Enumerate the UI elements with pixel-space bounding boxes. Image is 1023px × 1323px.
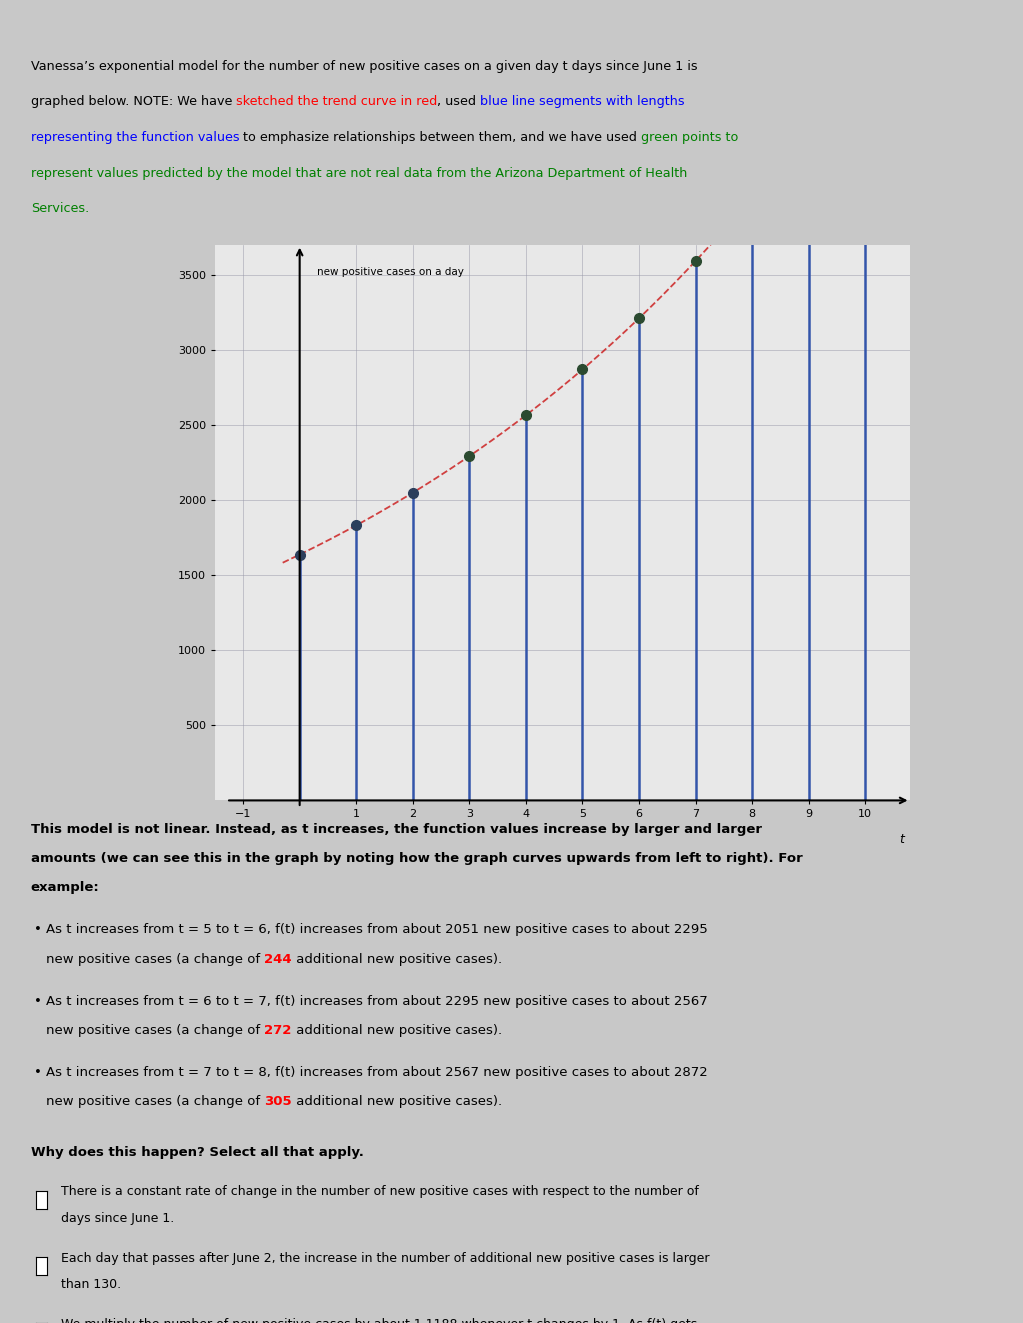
Text: •: • — [34, 1066, 42, 1080]
Text: Vanessa’s exponential model for the number of new positive cases on a given day : Vanessa’s exponential model for the numb… — [31, 60, 698, 73]
Text: days since June 1.: days since June 1. — [61, 1212, 175, 1225]
Text: As t increases from t = 7 to t = 8, f(t) increases from about 2567 new positive : As t increases from t = 7 to t = 8, f(t)… — [46, 1066, 708, 1080]
Text: new positive cases (a change of: new positive cases (a change of — [46, 1095, 264, 1109]
Text: new positive cases on a day: new positive cases on a day — [317, 267, 463, 278]
Text: , used: , used — [437, 95, 481, 108]
Text: Each day that passes after June 2, the increase in the number of additional new : Each day that passes after June 2, the i… — [61, 1252, 710, 1265]
Text: new positive cases (a change of: new positive cases (a change of — [46, 953, 264, 966]
Text: t: t — [899, 833, 904, 847]
Text: additional new positive cases).: additional new positive cases). — [292, 1024, 502, 1037]
Text: There is a constant rate of change in the number of new positive cases with resp: There is a constant rate of change in th… — [61, 1185, 700, 1199]
Text: 305: 305 — [264, 1095, 292, 1109]
Text: As t increases from t = 6 to t = 7, f(t) increases from about 2295 new positive : As t increases from t = 6 to t = 7, f(t)… — [46, 995, 708, 1008]
Text: amounts (we can see this in the graph by noting how the graph curves upwards fro: amounts (we can see this in the graph by… — [31, 852, 802, 865]
Text: This model is not linear. Instead, as t increases, the function values increase : This model is not linear. Instead, as t … — [31, 823, 762, 836]
Text: graphed below. NOTE: We have: graphed below. NOTE: We have — [31, 95, 236, 108]
Text: representing the function values: representing the function values — [31, 131, 239, 144]
Text: than 130.: than 130. — [61, 1278, 122, 1291]
Text: 244: 244 — [264, 953, 292, 966]
Text: to emphasize relationships between them, and we have used: to emphasize relationships between them,… — [239, 131, 641, 144]
Text: additional new positive cases).: additional new positive cases). — [292, 953, 502, 966]
Text: additional new positive cases).: additional new positive cases). — [292, 1095, 502, 1109]
Text: Services.: Services. — [31, 202, 89, 216]
Text: sketched the trend curve in red: sketched the trend curve in red — [236, 95, 437, 108]
Text: new positive cases (a change of: new positive cases (a change of — [46, 1024, 264, 1037]
Text: •: • — [34, 995, 42, 1008]
Text: example:: example: — [31, 881, 99, 894]
Text: blue line segments with lengths: blue line segments with lengths — [481, 95, 685, 108]
Text: 272: 272 — [264, 1024, 292, 1037]
Text: •: • — [34, 923, 42, 937]
Text: green points to: green points to — [641, 131, 739, 144]
Text: We multiply the number of new positive cases by about 1.1188 whenever t changes : We multiply the number of new positive c… — [61, 1318, 698, 1323]
Text: Why does this happen? Select all that apply.: Why does this happen? Select all that ap… — [31, 1146, 363, 1159]
Text: represent values predicted by the model that are not real data from the Arizona : represent values predicted by the model … — [31, 167, 687, 180]
Text: As t increases from t = 5 to t = 6, f(t) increases from about 2051 new positive : As t increases from t = 5 to t = 6, f(t)… — [46, 923, 708, 937]
